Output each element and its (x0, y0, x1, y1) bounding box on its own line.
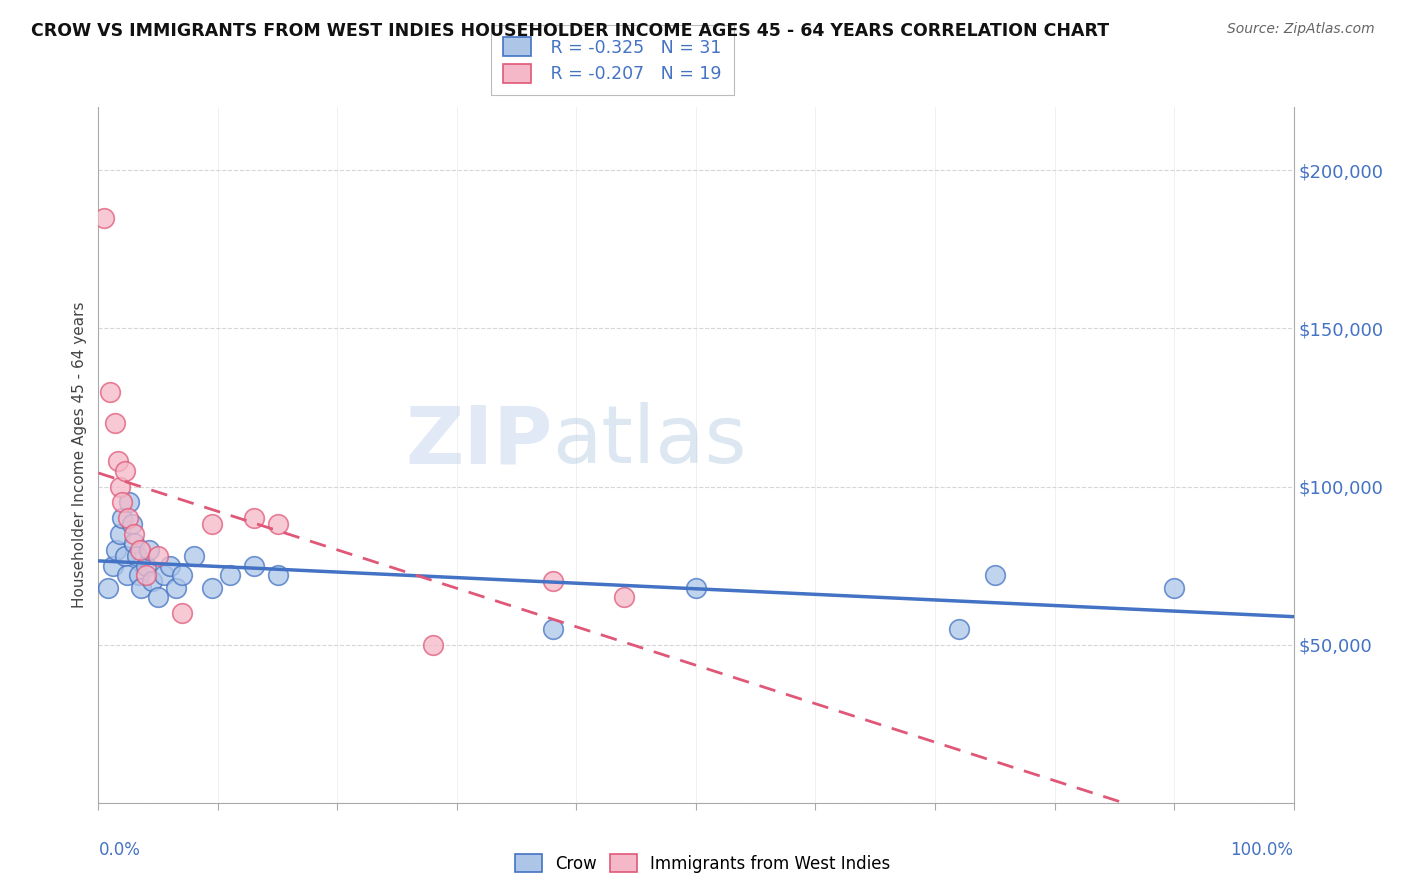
Point (131, 581, 153, 595)
Point (422, 638, 444, 652)
Point (141, 574, 163, 589)
Point (124, 536, 146, 550)
Point (948, 622, 970, 636)
Text: CROW VS IMMIGRANTS FROM WEST INDIES HOUSEHOLDER INCOME AGES 45 - 64 YEARS CORREL: CROW VS IMMIGRANTS FROM WEST INDIES HOUS… (31, 22, 1109, 40)
Point (93, 211, 115, 225)
Legend: Crow, Immigrants from West Indies: Crow, Immigrants from West Indies (509, 847, 897, 880)
Y-axis label: Householder Income Ages 45 - 64 years: Householder Income Ages 45 - 64 years (72, 301, 87, 608)
Point (135, 568, 157, 582)
Point (125, 549, 148, 563)
Point (148, 549, 170, 563)
Text: ZIP: ZIP (405, 402, 553, 480)
Point (124, 527, 146, 541)
Point (104, 417, 127, 431)
Point (159, 558, 181, 573)
Point (219, 568, 242, 582)
Point (201, 517, 224, 532)
Point (117, 511, 139, 525)
Point (101, 558, 124, 573)
Point (613, 591, 636, 605)
Point (114, 464, 136, 478)
Point (121, 517, 143, 532)
Point (107, 454, 129, 468)
Point (541, 574, 564, 589)
Point (118, 495, 141, 509)
Point (115, 568, 138, 582)
Point (98, 384, 122, 399)
Point (165, 581, 187, 595)
Point (984, 568, 1007, 582)
Point (111, 495, 134, 509)
Point (172, 568, 194, 582)
Text: 0.0%: 0.0% (98, 841, 141, 859)
Point (172, 606, 194, 620)
Point (541, 622, 564, 636)
Point (128, 568, 150, 582)
Point (183, 549, 205, 563)
Text: Source: ZipAtlas.com: Source: ZipAtlas.com (1227, 22, 1375, 37)
Point (243, 511, 266, 525)
Point (1163, 581, 1185, 595)
Point (105, 542, 128, 557)
Point (153, 568, 176, 582)
Point (267, 517, 290, 532)
Legend:  R = -0.325   N = 31,  R = -0.207   N = 19: R = -0.325 N = 31, R = -0.207 N = 19 (491, 25, 734, 95)
Point (201, 581, 224, 595)
Text: atlas: atlas (553, 402, 747, 480)
Point (685, 581, 707, 595)
Point (111, 511, 134, 525)
Point (267, 568, 290, 582)
Point (108, 527, 131, 541)
Point (97, 581, 120, 595)
Point (114, 549, 136, 563)
Point (108, 479, 131, 493)
Point (129, 542, 152, 557)
Point (135, 558, 157, 573)
Point (148, 591, 170, 605)
Point (138, 542, 160, 557)
Text: 100.0%: 100.0% (1230, 841, 1294, 859)
Point (243, 558, 266, 573)
